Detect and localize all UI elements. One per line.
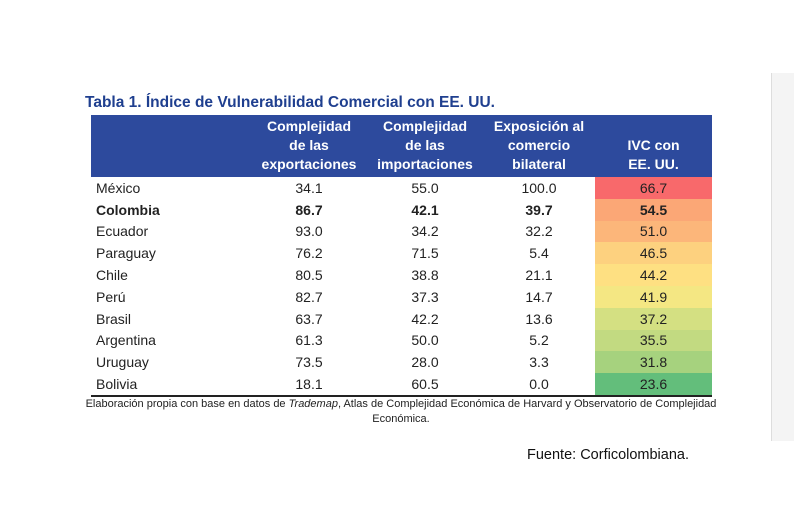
header-line: bilateral [512, 156, 566, 172]
header-row: Complejidad de las exportaciones Complejida… [91, 115, 712, 177]
value-cell: 51.0 [595, 220, 712, 243]
header-line: IVC con [627, 137, 680, 153]
table-row: Bolivia 18.1 60.5 0.0 23.6 [91, 373, 712, 397]
value-cell: 42.2 [411, 310, 439, 327]
country-cell: México [96, 179, 141, 196]
value-cell: 42.1 [411, 201, 439, 218]
header-line: importaciones [377, 156, 473, 172]
footnote: Elaboración propia con base en datos de … [85, 397, 717, 427]
value-cell: 38.8 [411, 267, 439, 284]
note-italic: Trademap [288, 398, 338, 410]
value-cell: 73.5 [295, 354, 323, 371]
value-cell: 37.2 [595, 307, 712, 330]
value-cell: 0.0 [483, 373, 595, 397]
table-row: Paraguay 76.2 71.5 5.4 46.5 [91, 242, 712, 265]
value-cell: 71.5 [411, 245, 439, 262]
value-cell: 34.2 [411, 223, 439, 240]
table-row: México 34.1 55.0 100.0 66.7 [91, 177, 712, 199]
value-cell: 37.3 [411, 288, 439, 305]
table-row: Colombia 86.7 42.1 39.7 54.5 [91, 198, 712, 221]
header-line: Complejidad [266, 118, 351, 134]
value-cell: 34.1 [295, 179, 323, 196]
table-row: Uruguay 73.5 28.0 3.3 31.8 [91, 351, 712, 374]
header-line: Complejidad [382, 118, 467, 134]
value-cell: 100.0 [521, 179, 557, 196]
value-cell: 18.1 [251, 373, 367, 397]
value-cell: 55.0 [411, 179, 439, 196]
value-cell: 86.7 [295, 201, 323, 218]
note-text: , Atlas de Complejidad Económica de Harv… [337, 398, 720, 425]
header-line: de las [405, 137, 445, 153]
value-cell: 60.5 [367, 373, 483, 397]
value-cell: 5.2 [529, 332, 549, 349]
header-cell: IVC con EE. UU. [595, 115, 712, 177]
header-cell: Exposición al comercio bilateral [483, 115, 595, 177]
value-cell: 76.2 [295, 245, 323, 262]
value-cell: 5.4 [529, 245, 549, 262]
country-cell: Argentina [96, 332, 156, 349]
country-cell: Paraguay [96, 245, 156, 262]
table-body: México 34.1 55.0 100.0 66.7 Colombia 86.7 42.1 3… [91, 177, 712, 397]
value-cell: 66.7 [595, 177, 712, 199]
value-cell: 31.8 [595, 351, 712, 374]
value-cell: 41.9 [595, 285, 712, 308]
header-line: Exposición al [493, 118, 585, 134]
header-line: comercio [507, 137, 571, 153]
table-row: Argentina 61.3 50.0 5.2 35.5 [91, 329, 712, 352]
header-cell: Complejidad de las exportaciones [251, 115, 367, 177]
value-cell: 14.7 [525, 288, 553, 305]
value-cell: 23.6 [595, 373, 712, 397]
country-cell: Chile [96, 267, 128, 284]
country-cell: Perú [96, 288, 126, 305]
data-table: Complejidad de las exportaciones Complejida… [91, 115, 712, 397]
value-cell: 80.5 [295, 267, 323, 284]
country-cell: Bolivia [91, 373, 251, 397]
value-cell: 93.0 [295, 223, 323, 240]
table-row: Perú 82.7 37.3 14.7 41.9 [91, 285, 712, 308]
value-cell: 44.2 [595, 264, 712, 286]
value-cell: 46.5 [595, 242, 712, 265]
value-cell: 82.7 [295, 288, 323, 305]
table-row: Chile 80.5 38.8 21.1 44.2 [91, 264, 712, 286]
value-cell: 35.5 [595, 329, 712, 352]
value-cell: 61.3 [295, 332, 323, 349]
header-cell: Complejidad de las importaciones [367, 115, 483, 177]
country-cell: Colombia [96, 201, 160, 218]
value-cell: 39.7 [525, 201, 553, 218]
header-line: EE. UU. [628, 156, 679, 172]
value-cell: 3.3 [529, 354, 549, 371]
country-cell: Uruguay [96, 354, 149, 371]
value-cell: 63.7 [295, 310, 323, 327]
header-cell [91, 115, 251, 177]
value-cell: 13.6 [525, 310, 553, 327]
note-text: Elaboración propia con base en datos de [85, 398, 289, 410]
value-cell: 21.1 [525, 267, 553, 284]
country-cell: Brasil [96, 310, 132, 327]
value-cell: 50.0 [411, 332, 439, 349]
table-row: Ecuador 93.0 34.2 32.2 51.0 [91, 220, 712, 243]
header-line: de las [289, 137, 329, 153]
value-cell: 32.2 [525, 223, 553, 240]
table-row: Brasil 63.7 42.2 13.6 37.2 [91, 307, 712, 330]
side-panel [771, 73, 794, 441]
header-line: exportaciones [261, 156, 357, 172]
value-cell: 28.0 [411, 354, 439, 371]
source: Fuente: Corficolombiana. [527, 447, 689, 463]
country-cell: Ecuador [96, 223, 149, 240]
value-cell: 54.5 [595, 198, 712, 221]
table-title: Tabla 1. Índice de Vulnerabilidad Comerc… [85, 94, 495, 111]
